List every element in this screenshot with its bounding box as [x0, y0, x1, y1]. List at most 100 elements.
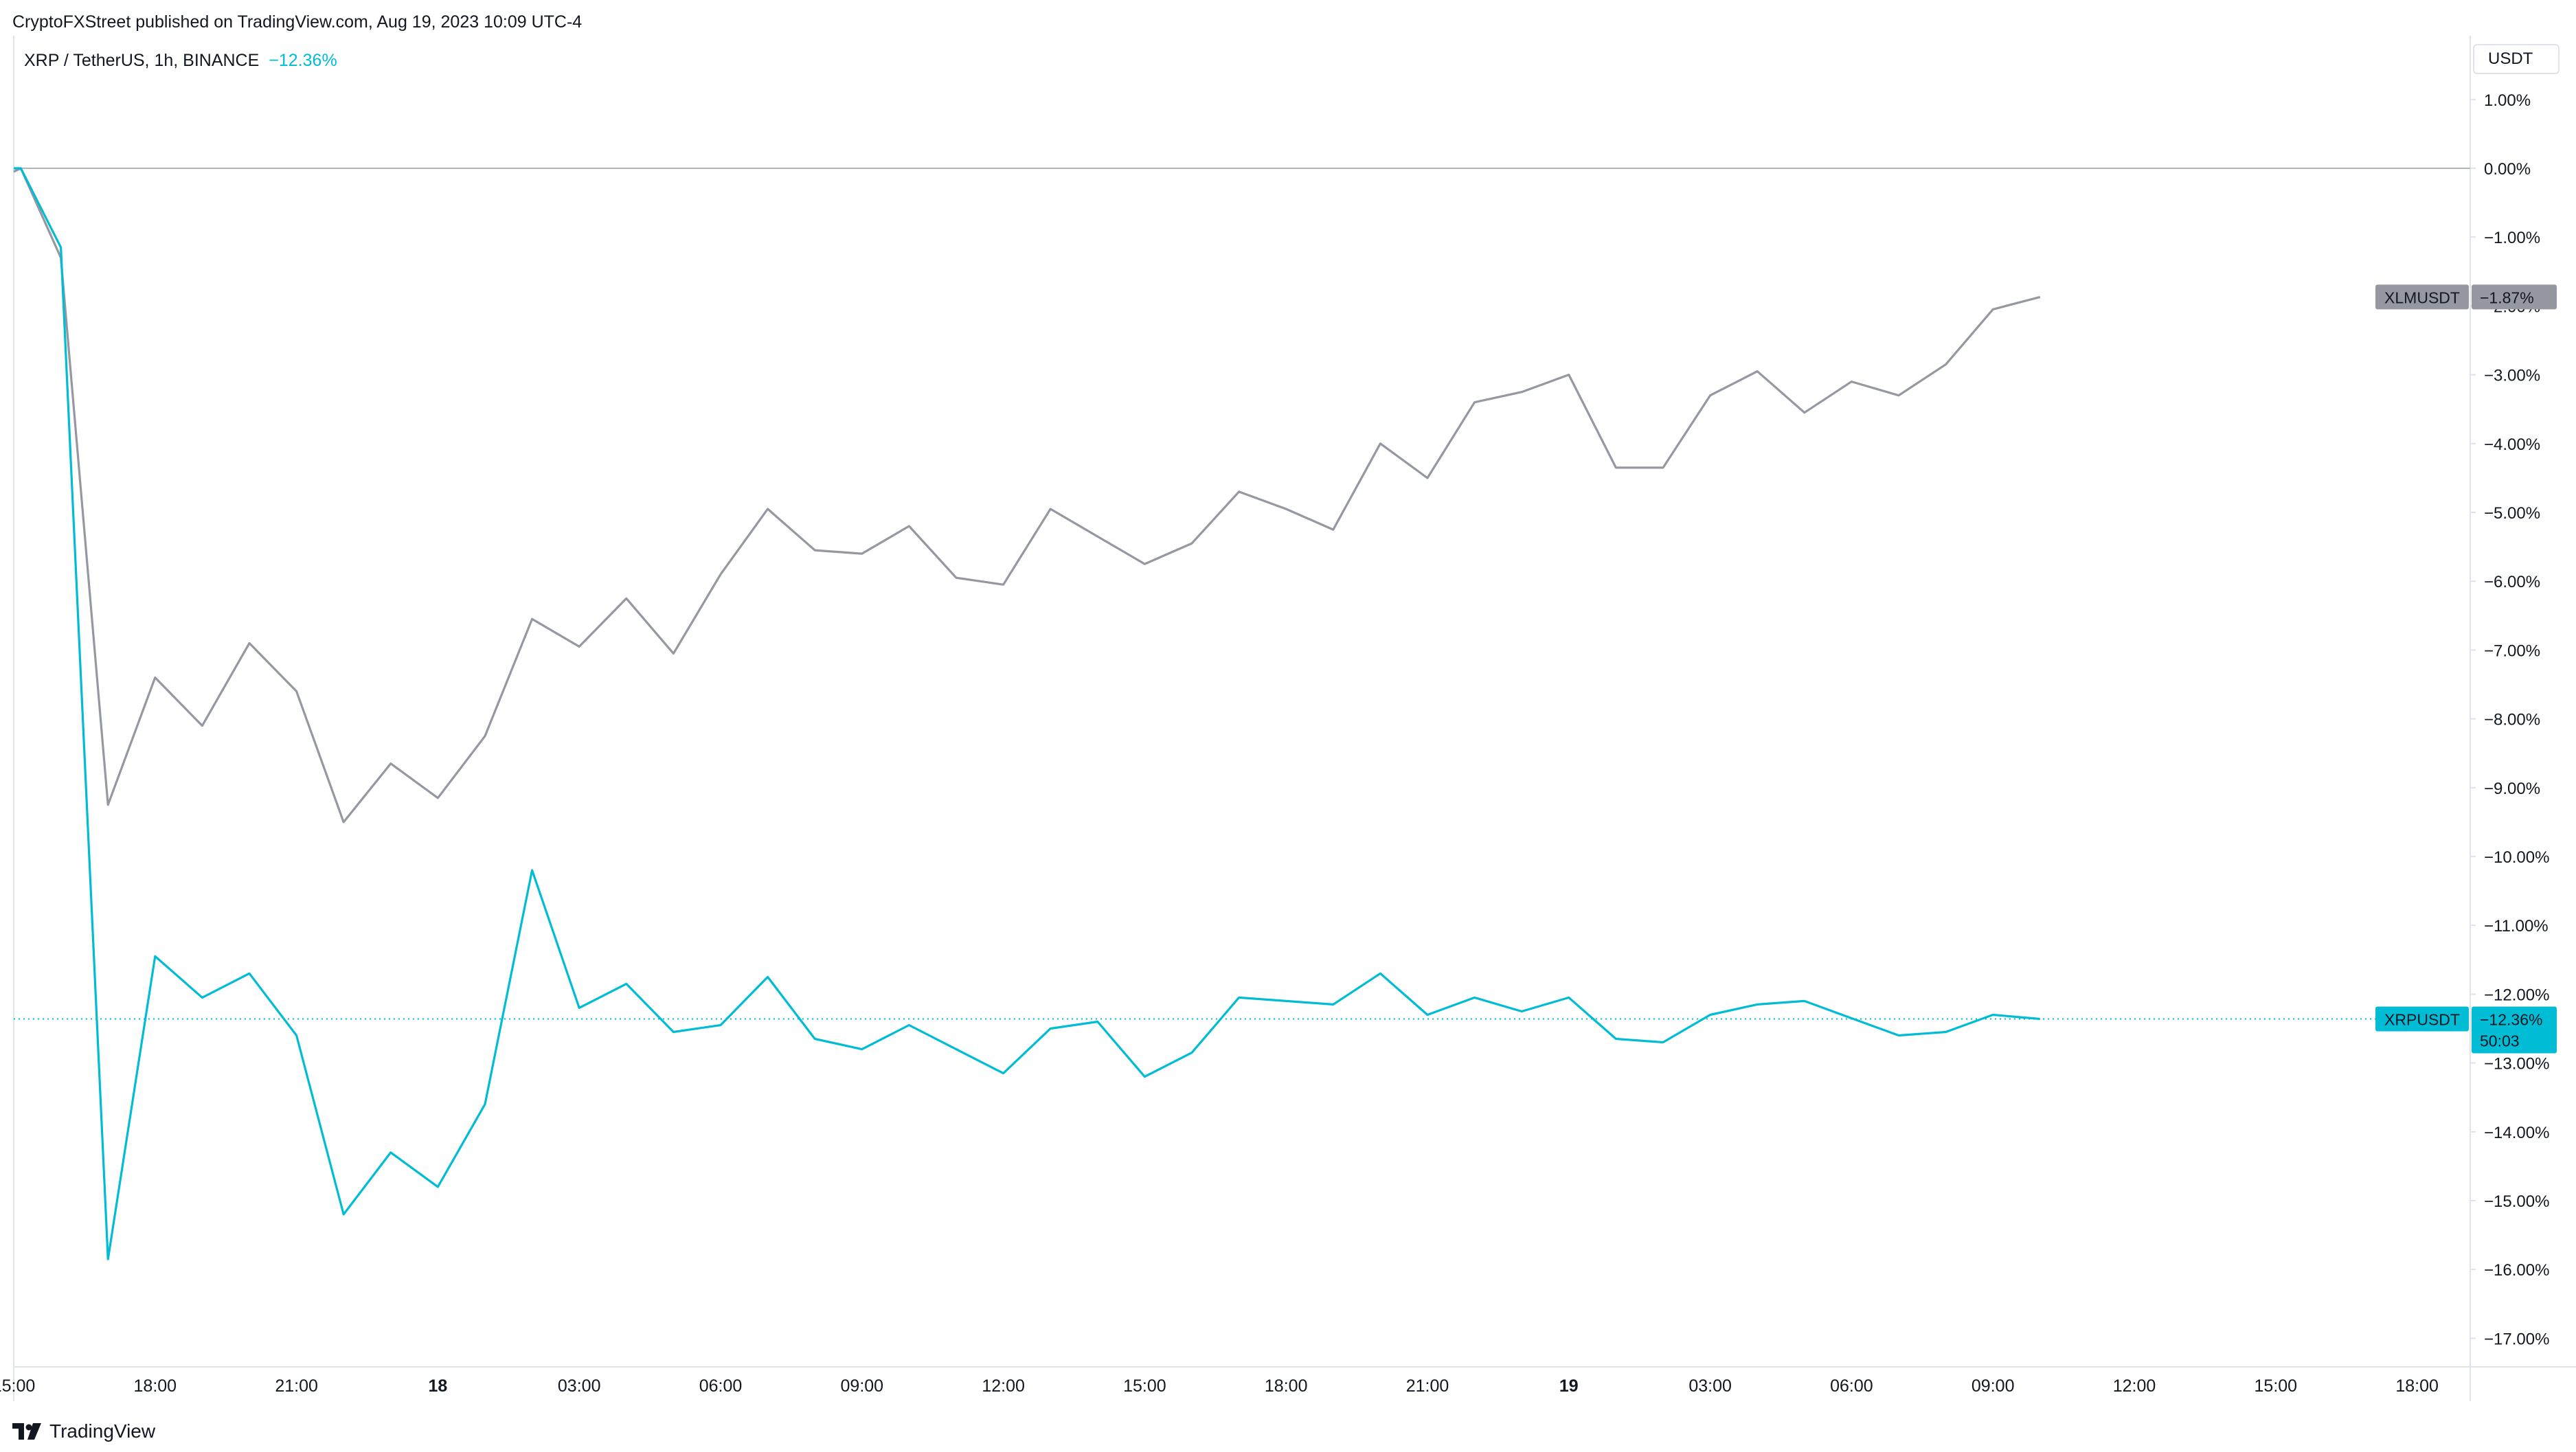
data-point-xlmusdt — [1473, 401, 1476, 404]
symbol-change: −12.36% — [269, 51, 337, 70]
comparison-chart[interactable]: 1.00%0.00%−1.00%−2.00%−3.00%−4.00%−5.00%… — [0, 36, 2576, 1416]
xlm-value-tag — [2472, 284, 2557, 310]
x-tick-label: 15:00 — [2255, 1376, 2298, 1396]
data-point-xlmusdt — [12, 170, 15, 173]
data-point-xlmusdt — [1049, 508, 1052, 510]
y-tick-label: −7.00% — [2484, 642, 2540, 660]
data-point-xrpusdt — [907, 1023, 910, 1026]
data-point-xlmusdt — [1143, 563, 1146, 565]
data-point-xlmusdt — [907, 525, 910, 528]
y-tick-label: −11.00% — [2484, 917, 2549, 935]
xrp-countdown: 50:03 — [2480, 1032, 2520, 1050]
x-tick-label: 21:00 — [1406, 1376, 1449, 1396]
currency-button[interactable]: USDT — [2473, 44, 2560, 74]
data-point-xlmusdt — [1850, 381, 1853, 383]
x-tick-label: 18:00 — [2395, 1376, 2439, 1396]
data-point-xrpusdt — [861, 1048, 863, 1051]
data-point-xrpusdt — [12, 167, 15, 170]
time-axis[interactable]: 15:00 18:00 21:00 18 03:00 06:00 09:00 12:00 15:… — [0, 1376, 2439, 1396]
data-point-xrpusdt — [1002, 1072, 1005, 1075]
data-point-xrpusdt — [154, 955, 157, 957]
series-line-xrpusdt[interactable] — [14, 167, 2040, 1260]
data-point-xrpusdt — [1568, 996, 1570, 999]
x-tick-label: 18:00 — [1265, 1376, 1308, 1396]
x-tick-label: 12:00 — [982, 1376, 1025, 1396]
xrp-value-tag — [2472, 1006, 2557, 1054]
data-point-xlmusdt — [1756, 370, 1759, 373]
data-point-xlmusdt — [1426, 477, 1429, 479]
y-tick-label: −6.00% — [2484, 573, 2540, 591]
symbol-title: XRP / TetherUS, 1h, BINANCE — [24, 51, 260, 70]
data-point-xlmusdt — [625, 597, 628, 600]
data-point-xlmusdt — [1709, 394, 1712, 397]
data-point-xlmusdt — [1520, 391, 1523, 394]
y-tick-label: −4.00% — [2484, 435, 2540, 454]
x-tick-label: 06:00 — [1830, 1376, 1873, 1396]
xrp-name-label: XRPUSDT — [2384, 1010, 2460, 1028]
y-tick-label: −8.00% — [2484, 711, 2540, 729]
tradingview-logo[interactable]: TradingView — [12, 1418, 155, 1445]
data-point-xlmusdt — [1568, 374, 1570, 376]
x-tick-label: 09:00 — [1971, 1376, 2015, 1396]
data-point-xrpusdt — [342, 1213, 345, 1216]
data-point-xrpusdt — [955, 1048, 958, 1051]
data-point-xrpusdt — [389, 1151, 392, 1154]
data-point-xlmusdt — [1285, 508, 1287, 510]
y-tick-label: −5.00% — [2484, 504, 2540, 523]
y-tick-label: −14.00% — [2484, 1124, 2549, 1142]
data-point-xrpusdt — [1049, 1028, 1052, 1030]
x-tick-label: 12:00 — [2113, 1376, 2156, 1396]
xlm-name-label: XLMUSDT — [2384, 288, 2460, 306]
data-point-xlmusdt — [1991, 308, 1994, 310]
data-point-xlmusdt — [154, 676, 157, 679]
data-point-xlmusdt — [1379, 442, 1381, 445]
y-tick-label: −1.00% — [2484, 229, 2540, 247]
y-tick-label: −17.00% — [2484, 1330, 2549, 1348]
data-point-xrpusdt — [436, 1186, 439, 1188]
data-point-xlmusdt — [295, 690, 298, 693]
data-point-xrpusdt — [1285, 999, 1287, 1002]
y-tick-label: −15.00% — [2484, 1192, 2549, 1211]
data-point-xrpusdt — [1096, 1020, 1099, 1023]
y-tick-label: 1.00% — [2484, 91, 2531, 110]
xlm-name-tag — [2375, 284, 2469, 310]
data-point-xlmusdt — [1096, 535, 1099, 538]
data-point-xlmusdt — [861, 552, 863, 555]
x-tick-label: 19 — [1559, 1376, 1579, 1396]
data-point-xrpusdt — [531, 869, 534, 872]
y-tick-label: −3.00% — [2484, 367, 2540, 385]
tradingview-wordmark: TradingView — [49, 1420, 156, 1442]
data-point-xlmusdt — [1803, 411, 1806, 414]
data-point-xlmusdt — [436, 797, 439, 799]
published-header: CryptoFXStreet published on TradingView.… — [12, 12, 583, 32]
series-line-xlmusdt[interactable] — [13, 167, 2041, 824]
data-point-xlmusdt — [578, 645, 580, 648]
data-point-xrpusdt — [19, 167, 22, 170]
data-point-xlmusdt — [1897, 394, 1900, 397]
x-tick-label: 06:00 — [699, 1376, 743, 1396]
data-point-xrpusdt — [1662, 1041, 1664, 1044]
data-point-xrpusdt — [295, 1034, 298, 1037]
data-point-xrpusdt — [1803, 999, 1806, 1002]
x-tick-label: 15:00 — [1123, 1376, 1166, 1396]
data-point-xrpusdt — [578, 1006, 580, 1009]
x-tick-label: 15:00 — [0, 1376, 35, 1396]
data-point-xrpusdt — [1143, 1076, 1146, 1078]
y-tick-label: −13.00% — [2484, 1055, 2549, 1074]
data-point-xrpusdt — [484, 1103, 486, 1106]
data-point-xrpusdt — [248, 972, 251, 975]
y-tick-label: −16.00% — [2484, 1261, 2549, 1280]
data-point-xlmusdt — [1238, 490, 1241, 493]
price-axis[interactable]: 1.00%0.00%−1.00%−2.00%−3.00%−4.00%−5.00%… — [2470, 91, 2549, 1349]
data-point-xlmusdt — [1332, 528, 1335, 531]
xrp-value-label: −12.36% — [2480, 1010, 2542, 1028]
data-point-xlmusdt — [1614, 466, 1617, 469]
data-point-xrpusdt — [1473, 996, 1476, 999]
data-point-xlmusdt — [955, 576, 958, 579]
xlm-value-label: −1.87% — [2480, 288, 2534, 306]
x-tick-label: 18 — [428, 1376, 447, 1396]
data-point-xrpusdt — [60, 246, 63, 249]
x-tick-label: 03:00 — [1688, 1376, 1732, 1396]
data-point-xrpusdt — [1379, 972, 1381, 975]
symbol-legend: XRP / TetherUS, 1h, BINANCE −12.36% — [24, 51, 337, 71]
